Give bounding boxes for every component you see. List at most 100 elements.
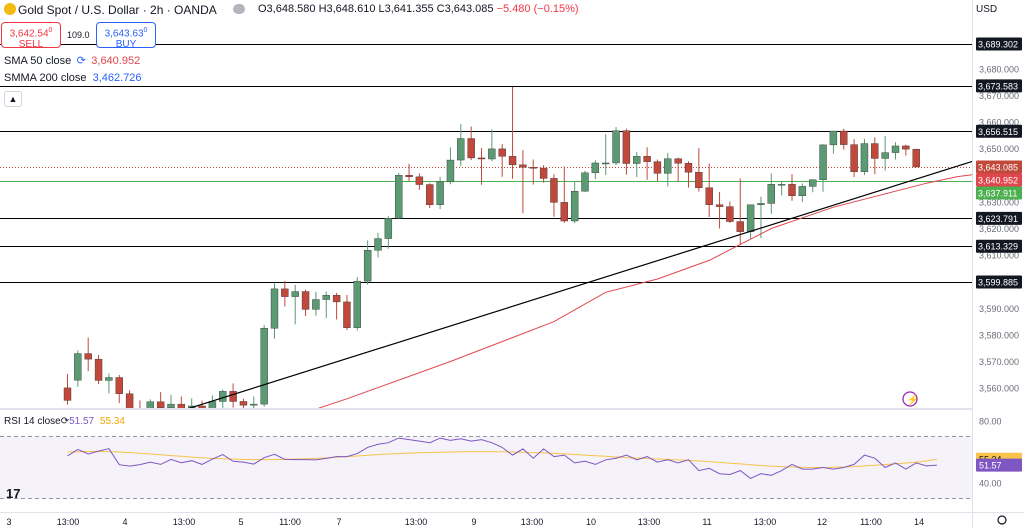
candle-body xyxy=(715,204,724,207)
candle-body xyxy=(115,377,123,394)
candle-body xyxy=(146,401,155,408)
time-tick-label: 13:00 xyxy=(57,517,80,527)
time-tick-label: 11:00 xyxy=(860,517,882,527)
candle-body xyxy=(519,164,527,168)
time-tick-label: 13:00 xyxy=(173,517,196,527)
candle-body xyxy=(777,184,786,186)
rsi-badge-bg xyxy=(976,458,1022,472)
sma-value: 3,640.952 xyxy=(91,55,141,67)
rsi-legend[interactable]: RSI 14 close⟳51.57 55.34 xyxy=(4,416,125,427)
sell-price-sup: 0 xyxy=(48,27,53,34)
sma-badge: 3,640.952 xyxy=(978,176,1018,186)
time-tick-label: 13:00 xyxy=(754,517,777,527)
candle-body xyxy=(405,175,413,178)
candle-body xyxy=(415,176,424,185)
candle-body xyxy=(674,158,682,164)
last-price-badge-bg xyxy=(976,160,1022,174)
rsi-badge: 51.57 xyxy=(979,461,1002,471)
candle-body xyxy=(322,295,330,300)
green-badge: 3,637.911 xyxy=(978,189,1017,199)
candle-body xyxy=(560,202,568,222)
rsi-ma-value: 55.34 xyxy=(99,416,125,427)
currency-label[interactable]: USD xyxy=(976,4,998,15)
sell-button[interactable]: 3,642.540 SELL xyxy=(1,22,61,51)
candle-body xyxy=(384,218,393,239)
level-badge: 3,689.302 xyxy=(978,40,1018,50)
candle-body xyxy=(250,403,258,406)
visibility-eye-icon[interactable] xyxy=(233,4,245,14)
price-tick-label: 3,630.000 xyxy=(979,197,1019,207)
smma-value: 3,462.726 xyxy=(92,72,142,84)
sell-label: SELL xyxy=(18,39,44,51)
sma-badge-bg xyxy=(976,173,1022,187)
candle-body xyxy=(477,157,486,160)
sell-price: 3,642.54 xyxy=(9,28,49,40)
rsi-tick-label: 40.00 xyxy=(979,479,1002,489)
time-tick-label: 11 xyxy=(702,517,711,527)
price-tick-label: 3,560.000 xyxy=(979,384,1019,394)
sync-icon[interactable]: ⟳ xyxy=(76,55,86,67)
pane-separator xyxy=(0,408,972,410)
candle-body xyxy=(664,158,672,174)
time-tick-label: 12 xyxy=(817,517,827,527)
candle-body xyxy=(570,190,579,222)
candle-body xyxy=(767,184,775,204)
candle-body xyxy=(488,148,496,160)
price-tick-label: 3,680.000 xyxy=(979,64,1019,74)
candle-body xyxy=(695,172,703,188)
candle-body xyxy=(840,130,848,145)
level-badge-bg xyxy=(976,275,1022,289)
buy-price-sup: 0 xyxy=(143,27,148,34)
time-tick-label: 9 xyxy=(471,517,476,527)
candle-body xyxy=(363,250,372,282)
candle-body xyxy=(746,204,755,232)
sync-icon[interactable]: ⟳ xyxy=(60,416,70,427)
candle-body xyxy=(291,291,299,297)
candle-body xyxy=(643,156,651,162)
candle-body xyxy=(829,130,838,146)
candle-body xyxy=(395,175,403,219)
candle-body xyxy=(809,179,817,187)
candle-body xyxy=(343,301,351,328)
smma-legend[interactable]: SMMA 200 close 3,462.726 xyxy=(4,72,142,84)
candle-body xyxy=(757,203,765,205)
rsi-label: RSI 14 close xyxy=(4,416,61,427)
buy-button[interactable]: 3,643.630 BUY xyxy=(96,22,156,50)
level-badge-bg xyxy=(976,37,1022,51)
ohlc-readout: O3,648.580 H3,648.610 L3,641.355 C3,643.… xyxy=(258,3,579,15)
candle-body xyxy=(457,138,465,161)
price-tick-label: 3,650.000 xyxy=(979,144,1019,154)
time-tick-label: 13:00 xyxy=(638,517,661,527)
candle-body xyxy=(736,221,744,232)
price-tick-label: 3,570.000 xyxy=(979,357,1019,367)
candle-body xyxy=(136,409,143,414)
candle-body xyxy=(63,387,72,401)
time-tick-label: 3 xyxy=(6,517,11,527)
gold-symbol-icon xyxy=(4,3,16,15)
candle-body xyxy=(529,167,537,169)
lightning-event-icon xyxy=(902,391,918,407)
candle-body xyxy=(602,162,610,165)
sma-legend[interactable]: SMA 50 close ⟳ 3,640.952 xyxy=(4,54,140,67)
candle-body xyxy=(260,328,268,405)
level-badge-bg xyxy=(976,124,1022,138)
candle-body xyxy=(84,353,92,360)
price-tick-label: 3,660.000 xyxy=(979,117,1019,127)
symbol-title[interactable]: Gold Spot / U.S. Dollar · 2h · OANDA xyxy=(18,3,217,17)
time-tick-label: 4 xyxy=(122,517,127,527)
high-value: H3,648.610 xyxy=(318,3,376,15)
spread-value: 109.0 xyxy=(67,30,90,40)
close-value: C3,643.085 xyxy=(436,3,494,15)
price-tick-label: 3,670.000 xyxy=(979,91,1019,101)
level-badge: 3,613.329 xyxy=(978,242,1018,252)
collapse-legend-button[interactable]: ▲ xyxy=(4,91,22,107)
candle-body xyxy=(332,295,341,303)
candle-body xyxy=(539,167,548,179)
rsi-line xyxy=(67,437,937,479)
tradingview-logo: 17 xyxy=(6,486,21,501)
candle-body xyxy=(198,405,206,408)
time-tick-label: 11:00 xyxy=(279,517,301,527)
time-tick-label: 13:00 xyxy=(405,517,428,527)
